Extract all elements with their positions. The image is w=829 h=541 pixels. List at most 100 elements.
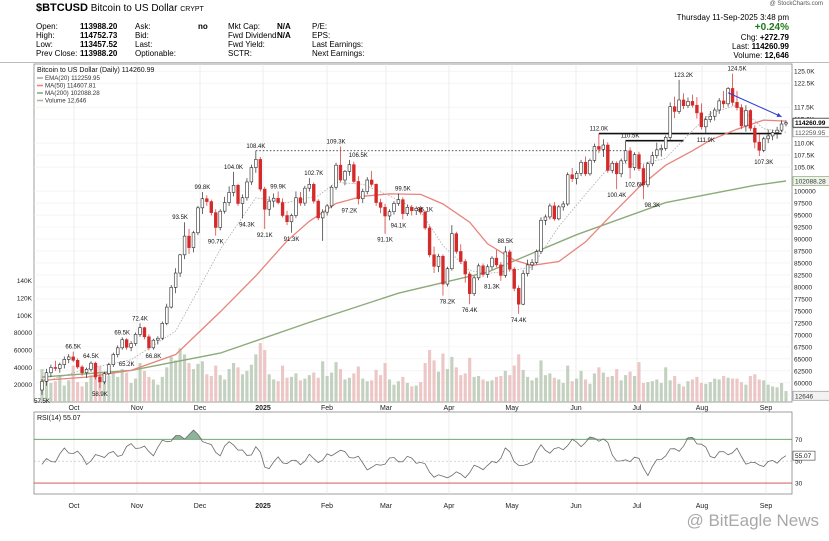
volume-bar bbox=[566, 365, 570, 402]
y-tick-label: 80000 bbox=[794, 284, 812, 291]
volume-bar bbox=[472, 376, 476, 402]
x-tick-label: Aug bbox=[696, 405, 709, 412]
volume-bar bbox=[739, 382, 744, 402]
candle-body bbox=[655, 149, 659, 156]
candle-body bbox=[129, 343, 133, 348]
stats-left-values: 113988.20 114752.73 113457.52 113988.20 bbox=[80, 22, 117, 58]
price-chart: Oct Oct Nov Nov Dec Dec 2025 2025 Feb Feb Mar Mar Ap… bbox=[14, 63, 829, 510]
stat-pe: P/E: bbox=[312, 22, 328, 31]
candle-body bbox=[182, 235, 187, 256]
candle-body bbox=[343, 171, 347, 181]
volume-bar bbox=[312, 372, 316, 402]
fwd-dividend-value: N/A bbox=[277, 22, 291, 31]
volume-bar bbox=[512, 365, 516, 402]
candle-body bbox=[650, 155, 655, 165]
price-annotation: 109.3K bbox=[327, 139, 346, 145]
chg-value: +272.79 bbox=[759, 33, 789, 42]
volume-bar bbox=[338, 369, 343, 402]
candle-body bbox=[459, 251, 463, 262]
price-annotation: 104.0K bbox=[224, 165, 243, 171]
candle-body bbox=[454, 233, 459, 252]
y-tick-label: 110.0K bbox=[794, 141, 815, 148]
candle-body bbox=[427, 227, 432, 256]
candle-body bbox=[561, 203, 565, 208]
candle-body bbox=[726, 88, 730, 105]
volume-bar bbox=[254, 354, 258, 402]
stat-ask: Ask: bbox=[135, 22, 151, 31]
legend-entry: MA(200) 102088.28 bbox=[45, 90, 100, 97]
volume-bar bbox=[704, 383, 708, 402]
volume-value: 12,646 bbox=[764, 51, 789, 60]
price-annotation: 123.2K bbox=[674, 73, 693, 79]
candle-body bbox=[325, 205, 329, 213]
candle-body bbox=[445, 268, 450, 285]
candle-body bbox=[111, 354, 115, 365]
price-tag-label: 102088.28 bbox=[795, 179, 826, 186]
price-annotation: 81.3K bbox=[484, 285, 500, 291]
price-annotation: 124.5K bbox=[727, 67, 746, 73]
candle-body bbox=[432, 254, 436, 267]
source-credit: @ StockCharts.com bbox=[769, 1, 823, 7]
candle-body bbox=[735, 102, 739, 108]
candle-body bbox=[165, 306, 169, 324]
price-annotation: 102.6K bbox=[625, 183, 644, 189]
volume-bar bbox=[120, 369, 124, 402]
chart-title: Bitcoin to US Dollar (Daily) 114260.99 bbox=[37, 67, 154, 74]
candle-body bbox=[120, 339, 124, 349]
candle-body bbox=[597, 146, 601, 150]
volume-tick-label: 120K bbox=[17, 296, 33, 303]
stats-right: P/E: EPS: Last Earnings: Next Earnings: bbox=[312, 22, 364, 58]
price-annotation: 58.9K bbox=[92, 392, 108, 398]
volume-bar bbox=[370, 380, 374, 402]
volume-bar bbox=[722, 376, 726, 402]
candle-body bbox=[102, 373, 107, 383]
candle-body bbox=[58, 364, 62, 369]
volume-bar bbox=[779, 382, 784, 402]
candle-body bbox=[338, 164, 343, 181]
candle-body bbox=[227, 192, 231, 203]
x-tick-label: Apr bbox=[444, 405, 456, 412]
watermark: @ BitEagle News bbox=[686, 511, 819, 530]
volume-bar bbox=[387, 379, 392, 402]
price-annotation: 66.8K bbox=[146, 354, 162, 360]
volume-bar bbox=[428, 350, 432, 402]
volume-bar bbox=[615, 369, 619, 402]
exchange: CRYPT bbox=[180, 6, 204, 13]
stats-mid: Ask: Bid: Last: Optionable: bbox=[135, 22, 176, 58]
date-stamp: Thursday 11-Sep-2025 3:48 pm bbox=[676, 13, 789, 22]
volume-bar bbox=[517, 354, 521, 402]
candle-body bbox=[147, 336, 151, 349]
candle-body bbox=[628, 150, 632, 168]
candle-body bbox=[543, 216, 548, 221]
volume-bar bbox=[494, 376, 498, 402]
volume-bar bbox=[753, 374, 757, 402]
volume-bar bbox=[84, 382, 89, 402]
volume-bar bbox=[436, 371, 441, 402]
volume-bar bbox=[142, 370, 147, 402]
volume-bar bbox=[205, 374, 209, 402]
volume-bars bbox=[40, 343, 788, 402]
volume-bar bbox=[583, 379, 588, 402]
volume-bar bbox=[454, 367, 458, 402]
volume-bar bbox=[116, 376, 120, 402]
price-tag-label: 114260.99 bbox=[795, 120, 826, 127]
y-tick-label: 62500 bbox=[794, 368, 812, 375]
candle-body bbox=[481, 265, 485, 275]
price-tag-box bbox=[792, 176, 829, 186]
volume-bar bbox=[133, 378, 138, 402]
candle-body bbox=[401, 199, 405, 214]
price-annotation: 107.3K bbox=[754, 160, 773, 166]
price-annotation: 65.2K bbox=[119, 362, 135, 368]
volume-bar bbox=[588, 383, 592, 402]
rsi-x-tick-label: Dec bbox=[194, 503, 207, 510]
volume-bar bbox=[543, 375, 547, 402]
candle-body bbox=[699, 112, 704, 128]
candle-body bbox=[659, 148, 663, 151]
candle-body bbox=[610, 162, 614, 171]
candle-body bbox=[463, 261, 467, 275]
chart-header: $BTCUSD Bitcoin to US Dollar CRYPT @ Sto… bbox=[0, 0, 829, 63]
volume-bar bbox=[419, 382, 423, 402]
candle-body bbox=[619, 160, 623, 175]
legend-entry: MA(50) 114607.81 bbox=[45, 83, 96, 90]
stat-high: High: bbox=[36, 31, 55, 40]
